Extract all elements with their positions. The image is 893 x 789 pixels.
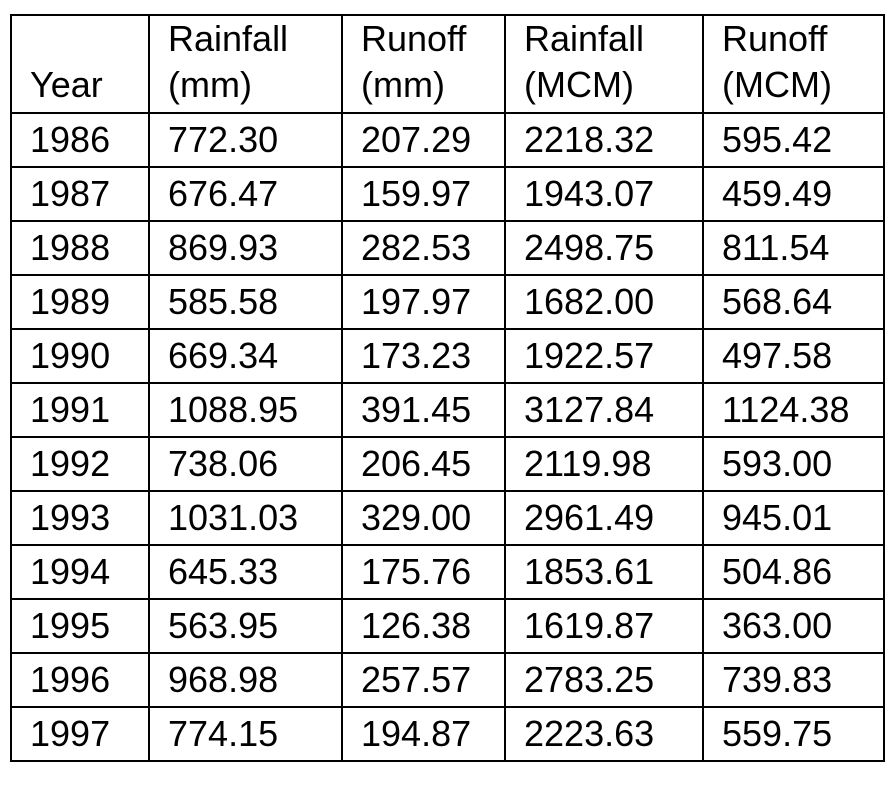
table-row: 1992 738.06 206.45 2119.98 593.00: [10, 436, 885, 492]
runoff-mcm-cell: 459.49: [702, 166, 885, 222]
table-row: 1990 669.34 173.23 1922.57 497.58: [10, 328, 885, 384]
runoff-mcm-cell: 945.01: [702, 490, 885, 546]
header-line-2: (MCM): [722, 64, 832, 105]
runoff-mcm-cell: 593.00: [702, 436, 885, 492]
rainfall-mcm-cell: 1922.57: [504, 328, 704, 384]
table-row: 1991 1088.95 391.45 3127.84 1124.38: [10, 382, 885, 438]
rainfall-mm-cell: 585.58: [148, 274, 343, 330]
rainfall-mcm-cell: 2218.32: [504, 112, 704, 168]
header-line-2: (mm): [168, 64, 252, 105]
header-row: Year Rainfall (mm) Runoff (mm) Rainfall …: [10, 14, 885, 114]
rainfall-mcm-cell: 1682.00: [504, 274, 704, 330]
rainfall-mm-cell: 738.06: [148, 436, 343, 492]
table-header: Year Rainfall (mm) Runoff (mm) Rainfall …: [10, 14, 885, 114]
header-line-1: Rainfall: [524, 18, 645, 59]
year-cell: 1995: [10, 598, 150, 654]
year-cell: 1990: [10, 328, 150, 384]
rainfall-mcm-cell: 2961.49: [504, 490, 704, 546]
rainfall-mm-cell: 869.93: [148, 220, 343, 276]
rainfall-mcm-cell: 1853.61: [504, 544, 704, 600]
header-rainfall-mm: Rainfall (mm): [148, 14, 343, 114]
rainfall-mcm-cell: 1943.07: [504, 166, 704, 222]
rainfall-mm-cell: 645.33: [148, 544, 343, 600]
table-row: 1989 585.58 197.97 1682.00 568.64: [10, 274, 885, 330]
rainfall-mcm-cell: 1619.87: [504, 598, 704, 654]
rainfall-mcm-cell: 3127.84: [504, 382, 704, 438]
rainfall-mm-cell: 669.34: [148, 328, 343, 384]
rainfall-mm-cell: 563.95: [148, 598, 343, 654]
runoff-mm-cell: 257.57: [341, 652, 506, 708]
header-runoff-mcm: Runoff (MCM): [702, 14, 885, 114]
year-cell: 1986: [10, 112, 150, 168]
rainfall-mcm-cell: 2119.98: [504, 436, 704, 492]
year-cell: 1991: [10, 382, 150, 438]
header-line-1: Rainfall: [168, 18, 289, 59]
runoff-mm-cell: 126.38: [341, 598, 506, 654]
runoff-mm-cell: 282.53: [341, 220, 506, 276]
runoff-mcm-cell: 559.75: [702, 706, 885, 762]
table-row: 1994 645.33 175.76 1853.61 504.86: [10, 544, 885, 600]
rainfall-mm-cell: 772.30: [148, 112, 343, 168]
rainfall-mcm-cell: 2223.63: [504, 706, 704, 762]
runoff-mcm-cell: 504.86: [702, 544, 885, 600]
header-line-2: (mm): [361, 64, 445, 105]
runoff-mm-cell: 207.29: [341, 112, 506, 168]
runoff-mm-cell: 173.23: [341, 328, 506, 384]
table-row: 1987 676.47 159.97 1943.07 459.49: [10, 166, 885, 222]
table-row: 1997 774.15 194.87 2223.63 559.75: [10, 706, 885, 762]
rainfall-mcm-cell: 2498.75: [504, 220, 704, 276]
runoff-mm-cell: 391.45: [341, 382, 506, 438]
table-row: 1995 563.95 126.38 1619.87 363.00: [10, 598, 885, 654]
header-year: Year: [10, 14, 150, 114]
runoff-mm-cell: 329.00: [341, 490, 506, 546]
table-row: 1993 1031.03 329.00 2961.49 945.01: [10, 490, 885, 546]
year-cell: 1993: [10, 490, 150, 546]
year-cell: 1988: [10, 220, 150, 276]
header-runoff-mm: Runoff (mm): [341, 14, 506, 114]
runoff-mm-cell: 206.45: [341, 436, 506, 492]
year-cell: 1989: [10, 274, 150, 330]
runoff-mcm-cell: 568.64: [702, 274, 885, 330]
runoff-mm-cell: 159.97: [341, 166, 506, 222]
rainfall-mm-cell: 1031.03: [148, 490, 343, 546]
year-cell: 1997: [10, 706, 150, 762]
rainfall-runoff-table: Year Rainfall (mm) Runoff (mm) Rainfall …: [10, 14, 885, 762]
rainfall-mm-cell: 774.15: [148, 706, 343, 762]
year-cell: 1987: [10, 166, 150, 222]
runoff-mcm-cell: 739.83: [702, 652, 885, 708]
runoff-mcm-cell: 363.00: [702, 598, 885, 654]
year-cell: 1996: [10, 652, 150, 708]
runoff-mm-cell: 197.97: [341, 274, 506, 330]
table-row: 1996 968.98 257.57 2783.25 739.83: [10, 652, 885, 708]
table-row: 1988 869.93 282.53 2498.75 811.54: [10, 220, 885, 276]
runoff-mcm-cell: 1124.38: [702, 382, 885, 438]
runoff-mcm-cell: 595.42: [702, 112, 885, 168]
runoff-mm-cell: 175.76: [341, 544, 506, 600]
rainfall-mcm-cell: 2783.25: [504, 652, 704, 708]
rainfall-mm-cell: 968.98: [148, 652, 343, 708]
rainfall-mm-cell: 676.47: [148, 166, 343, 222]
table-row: 1986 772.30 207.29 2218.32 595.42: [10, 112, 885, 168]
header-line-2: Year: [30, 64, 103, 105]
year-cell: 1992: [10, 436, 150, 492]
year-cell: 1994: [10, 544, 150, 600]
header-line-1: Runoff: [361, 18, 467, 59]
runoff-mcm-cell: 497.58: [702, 328, 885, 384]
runoff-mcm-cell: 811.54: [702, 220, 885, 276]
rainfall-mm-cell: 1088.95: [148, 382, 343, 438]
header-rainfall-mcm: Rainfall (MCM): [504, 14, 704, 114]
header-line-2: (MCM): [524, 64, 634, 105]
header-line-1: Runoff: [722, 18, 828, 59]
table-body: 1986 772.30 207.29 2218.32 595.42 1987 676.47 1…: [10, 112, 885, 762]
runoff-mm-cell: 194.87: [341, 706, 506, 762]
